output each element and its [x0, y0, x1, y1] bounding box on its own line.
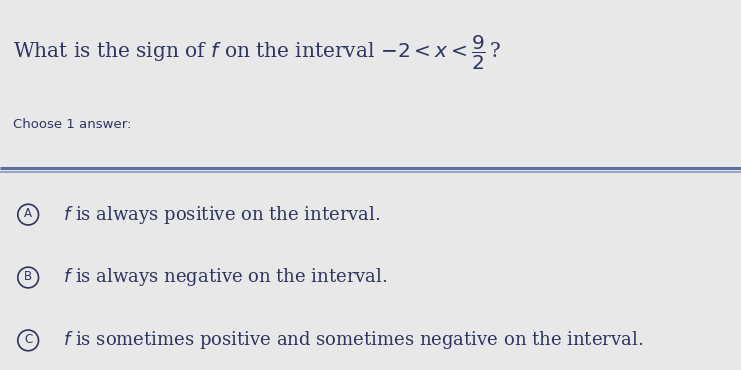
Text: C: C: [24, 333, 33, 346]
Text: Choose 1 answer:: Choose 1 answer:: [13, 118, 132, 131]
Text: A: A: [24, 207, 32, 221]
Text: What is the sign of $f$ on the interval $-2 < x < \dfrac{9}{2}\,$?: What is the sign of $f$ on the interval …: [13, 33, 502, 71]
Text: $f$ is always negative on the interval.: $f$ is always negative on the interval.: [63, 266, 388, 289]
Text: B: B: [24, 270, 32, 283]
Text: $f$ is sometimes positive and sometimes negative on the interval.: $f$ is sometimes positive and sometimes …: [63, 329, 643, 352]
Text: $f$ is always positive on the interval.: $f$ is always positive on the interval.: [63, 204, 380, 226]
